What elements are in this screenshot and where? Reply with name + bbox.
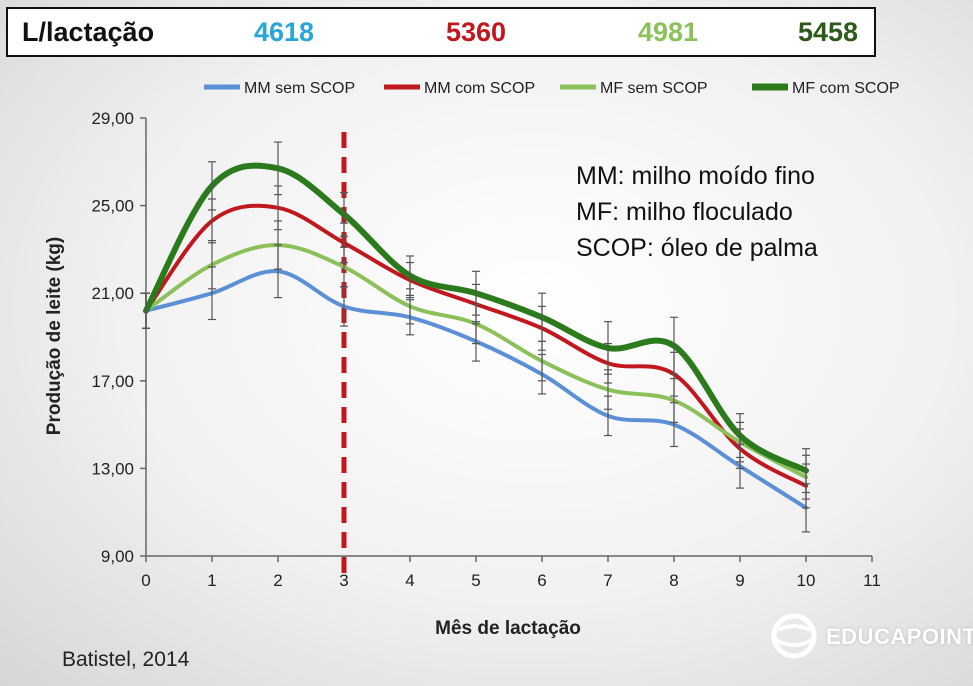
series-line-3 — [143, 162, 809, 474]
x-tick-label: 8 — [669, 571, 678, 590]
y-tick-label: 9,00 — [101, 547, 134, 566]
legend-label-0: MM sem SCOP — [244, 80, 355, 97]
x-tick-label: 0 — [141, 571, 150, 590]
error-bar — [274, 220, 282, 270]
milk-production-chart: MM sem SCOP MM com SCOP MF sem SCOP MF com … — [44, 80, 900, 639]
x-tick-label: 9 — [735, 571, 744, 590]
legend-label-1: MM com SCOP — [424, 80, 535, 97]
x-tick-label: 3 — [339, 571, 348, 590]
error-bar — [670, 378, 678, 424]
error-bar — [142, 292, 150, 329]
y-tick-label: 17,00 — [91, 372, 134, 391]
error-bar — [736, 413, 744, 459]
x-tick-label: 5 — [471, 571, 480, 590]
y-tick-label: 29,00 — [91, 109, 134, 128]
legend-label-3: MF com SCOP — [792, 80, 900, 97]
x-tick-label: 4 — [405, 571, 414, 590]
error-bar — [340, 191, 348, 237]
educapoint-logo: EDUCAPOINT — [764, 608, 973, 664]
error-bar — [604, 321, 612, 375]
note-mm: MM: milho moído fino — [576, 162, 815, 190]
x-tick-label: 2 — [273, 571, 282, 590]
total-mf-com-scop: 5458 — [798, 17, 859, 47]
error-bar — [274, 141, 282, 196]
error-bar — [208, 240, 216, 290]
error-bar — [802, 448, 810, 494]
error-bar — [538, 292, 546, 342]
y-tick-label: 13,00 — [91, 459, 134, 478]
lactation-totals-header: L/lactação 4618 5360 4981 5458 — [6, 7, 876, 57]
y-tick-label: 25,00 — [91, 197, 134, 216]
note-mf: MF: milho floculado — [576, 198, 793, 226]
error-bar — [340, 246, 348, 288]
x-tick-label: 1 — [207, 571, 216, 590]
abbreviation-notes: MM: milho moído fino MF: milho floculado… — [576, 158, 818, 266]
y-tick-label: 21,00 — [91, 284, 134, 303]
error-bar — [472, 270, 480, 316]
error-bar — [208, 161, 216, 211]
globe-icon — [771, 613, 817, 659]
x-tick-label: 10 — [797, 571, 816, 590]
y-axis-label: Produção de leite (kg) — [44, 237, 65, 435]
chart-axes: 9,00 13,00 17,00 21,00 25,00 29,00 0 1 2 3 4 5 6 7 8 9 1… — [91, 109, 880, 590]
total-mm-com-scop: 5360 — [446, 17, 507, 47]
x-tick-label: 11 — [863, 571, 881, 590]
logo-wordmark: EDUCAPOINT — [826, 624, 973, 649]
source-citation: Batistel, 2014 — [62, 648, 190, 671]
note-scop: SCOP: óleo de palma — [576, 234, 818, 262]
chart-legend: MM sem SCOP MM com SCOP MF sem SCOP MF com … — [204, 80, 900, 97]
total-mm-sem-scop: 4618 — [254, 17, 315, 47]
error-bar — [670, 316, 678, 375]
x-axis-label: Mês de lactação — [435, 618, 581, 639]
error-bar — [406, 255, 414, 296]
x-tick-label: 7 — [603, 571, 612, 590]
legend-label-2: MF sem SCOP — [600, 80, 708, 97]
error-bars — [142, 141, 810, 533]
lactation-label: L/lactação — [22, 17, 155, 47]
x-tick-label: 6 — [537, 571, 546, 590]
total-mf-sem-scop: 4981 — [638, 17, 699, 47]
